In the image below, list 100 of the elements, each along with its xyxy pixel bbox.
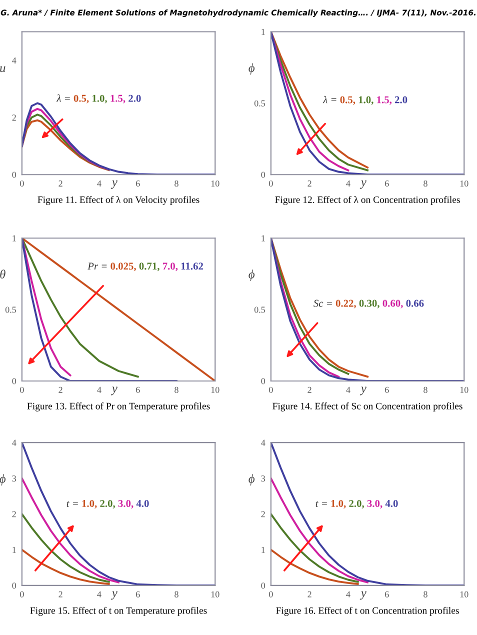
y-tick-label: 0.5 [5, 306, 16, 313]
y-tick-label: 0 [12, 172, 16, 178]
x-tick-label: 4 [97, 180, 102, 186]
text: 2.0 [128, 94, 141, 102]
line-series [270, 442, 464, 586]
x-axis-title: y [360, 591, 366, 600]
text: 1.0, [331, 500, 346, 508]
x-tick-label: 8 [174, 386, 178, 393]
y-tick-label: 1 [262, 235, 265, 242]
x-tick-label: 8 [174, 591, 178, 598]
legend-title: t = [66, 501, 78, 507]
text: 4.0 [136, 500, 149, 508]
text: Figure 15. Effect of t on Temperature profiles [30, 606, 207, 616]
y-tick-label: 0.5 [254, 100, 266, 106]
text: 0.025, [110, 262, 136, 272]
x-tick-label: 4 [346, 180, 350, 186]
text: 1.0, [358, 96, 374, 105]
x-tick-label: 2 [308, 180, 312, 186]
x-axis-title: y [110, 180, 118, 189]
line-series [270, 477, 369, 584]
x-tick-label: 6 [384, 180, 389, 187]
x-tick-label: 10 [460, 386, 468, 393]
y-axis-title: θ [0, 270, 6, 278]
x-tick-label: 6 [384, 591, 389, 598]
line-series [270, 32, 464, 175]
line-series [270, 238, 464, 381]
x-tick-label: 0 [269, 180, 273, 187]
y-axis-title: ϕ [248, 270, 255, 281]
x-axis-title: y [110, 386, 118, 396]
x-tick-label: 6 [136, 591, 140, 598]
text: 7.0, [162, 262, 178, 272]
line-series [22, 513, 110, 583]
legend-title: Sc = [314, 300, 332, 307]
x-tick-label: 6 [384, 386, 389, 393]
x-tick-label: 2 [308, 591, 312, 598]
x-tick-label: 4 [97, 386, 102, 393]
x-tick-label: 0 [20, 180, 24, 187]
line-series [22, 548, 110, 586]
text: 0.5, [74, 94, 89, 104]
line-series [22, 442, 216, 586]
x-tick-label: 4 [346, 386, 350, 393]
text: Figure 16. Effect of t on Concentration profiles [276, 606, 459, 616]
x-tick-label: 6 [136, 386, 140, 393]
legend-title: t = [316, 501, 327, 507]
text: 1.5, [377, 96, 392, 105]
text: 0.60, [382, 300, 403, 308]
y-axis-title: ϕ [248, 474, 255, 486]
x-tick-label: 6 [136, 180, 140, 187]
y-tick-label: 0.5 [254, 306, 266, 313]
x-tick-label: 0 [20, 591, 24, 598]
y-axis-title: ϕ [0, 474, 6, 486]
text: 0.71, [139, 262, 160, 272]
x-tick-label: 8 [174, 180, 178, 187]
y-tick-label: 3 [12, 475, 16, 482]
line-series [270, 513, 359, 583]
text: 1.0, [92, 94, 107, 104]
y-tick-label: 4 [12, 58, 16, 64]
x-tick-label: 2 [58, 180, 62, 186]
y-tick-label: 0 [261, 582, 266, 589]
x-tick-label: 8 [424, 386, 428, 393]
x-axis-title: y [110, 591, 118, 600]
text: 0.30, [359, 300, 380, 308]
line-series [22, 238, 216, 381]
text: Figure 11. Effect of λ on Velocity profiles [38, 196, 200, 205]
y-tick-label: 0 [12, 582, 16, 589]
x-tick-label: 8 [424, 591, 428, 598]
x-tick-label: 4 [346, 591, 350, 598]
y-axis-title: ϕ [248, 63, 255, 75]
legend-title: λ = [56, 94, 70, 102]
text: 2.0, [349, 500, 364, 508]
x-tick-label: 4 [97, 591, 102, 598]
y-tick-label: 3 [261, 475, 266, 482]
legend-title: λ = [322, 96, 336, 104]
text: 0.22, [336, 300, 356, 308]
x-tick-label: 2 [58, 386, 62, 393]
y-tick-label: 1 [12, 235, 16, 242]
y-tick-label: 0 [261, 172, 266, 178]
line-series [22, 238, 72, 376]
text: 0.66 [406, 300, 424, 307]
x-axis-title: y [360, 386, 366, 396]
y-tick-label: 2 [12, 114, 16, 121]
y-tick-label: 4 [261, 440, 266, 446]
text: 11.62 [181, 262, 204, 270]
text: Figure 13. Effect of Pr on Temperature profiles [27, 402, 210, 412]
x-tick-label: 10 [211, 591, 220, 598]
text: Figure 12. Effect of λ on Concentration profiles [275, 196, 460, 205]
line-series [22, 238, 139, 378]
y-axis-title: u [0, 66, 6, 72]
text: 2.0, [100, 500, 115, 508]
y-tick-label: 1 [262, 546, 265, 553]
text: 3.0, [367, 500, 382, 508]
y-tick-label: 0 [12, 378, 16, 384]
text: 3.0, [118, 500, 134, 508]
y-tick-label: 1 [262, 28, 265, 35]
y-tick-label: 2 [261, 511, 265, 518]
x-tick-label: 0 [269, 386, 273, 393]
x-tick-label: 10 [460, 591, 468, 598]
y-tick-label: 1 [12, 546, 16, 553]
text: 1.5, [110, 94, 126, 104]
line-series [22, 477, 120, 584]
